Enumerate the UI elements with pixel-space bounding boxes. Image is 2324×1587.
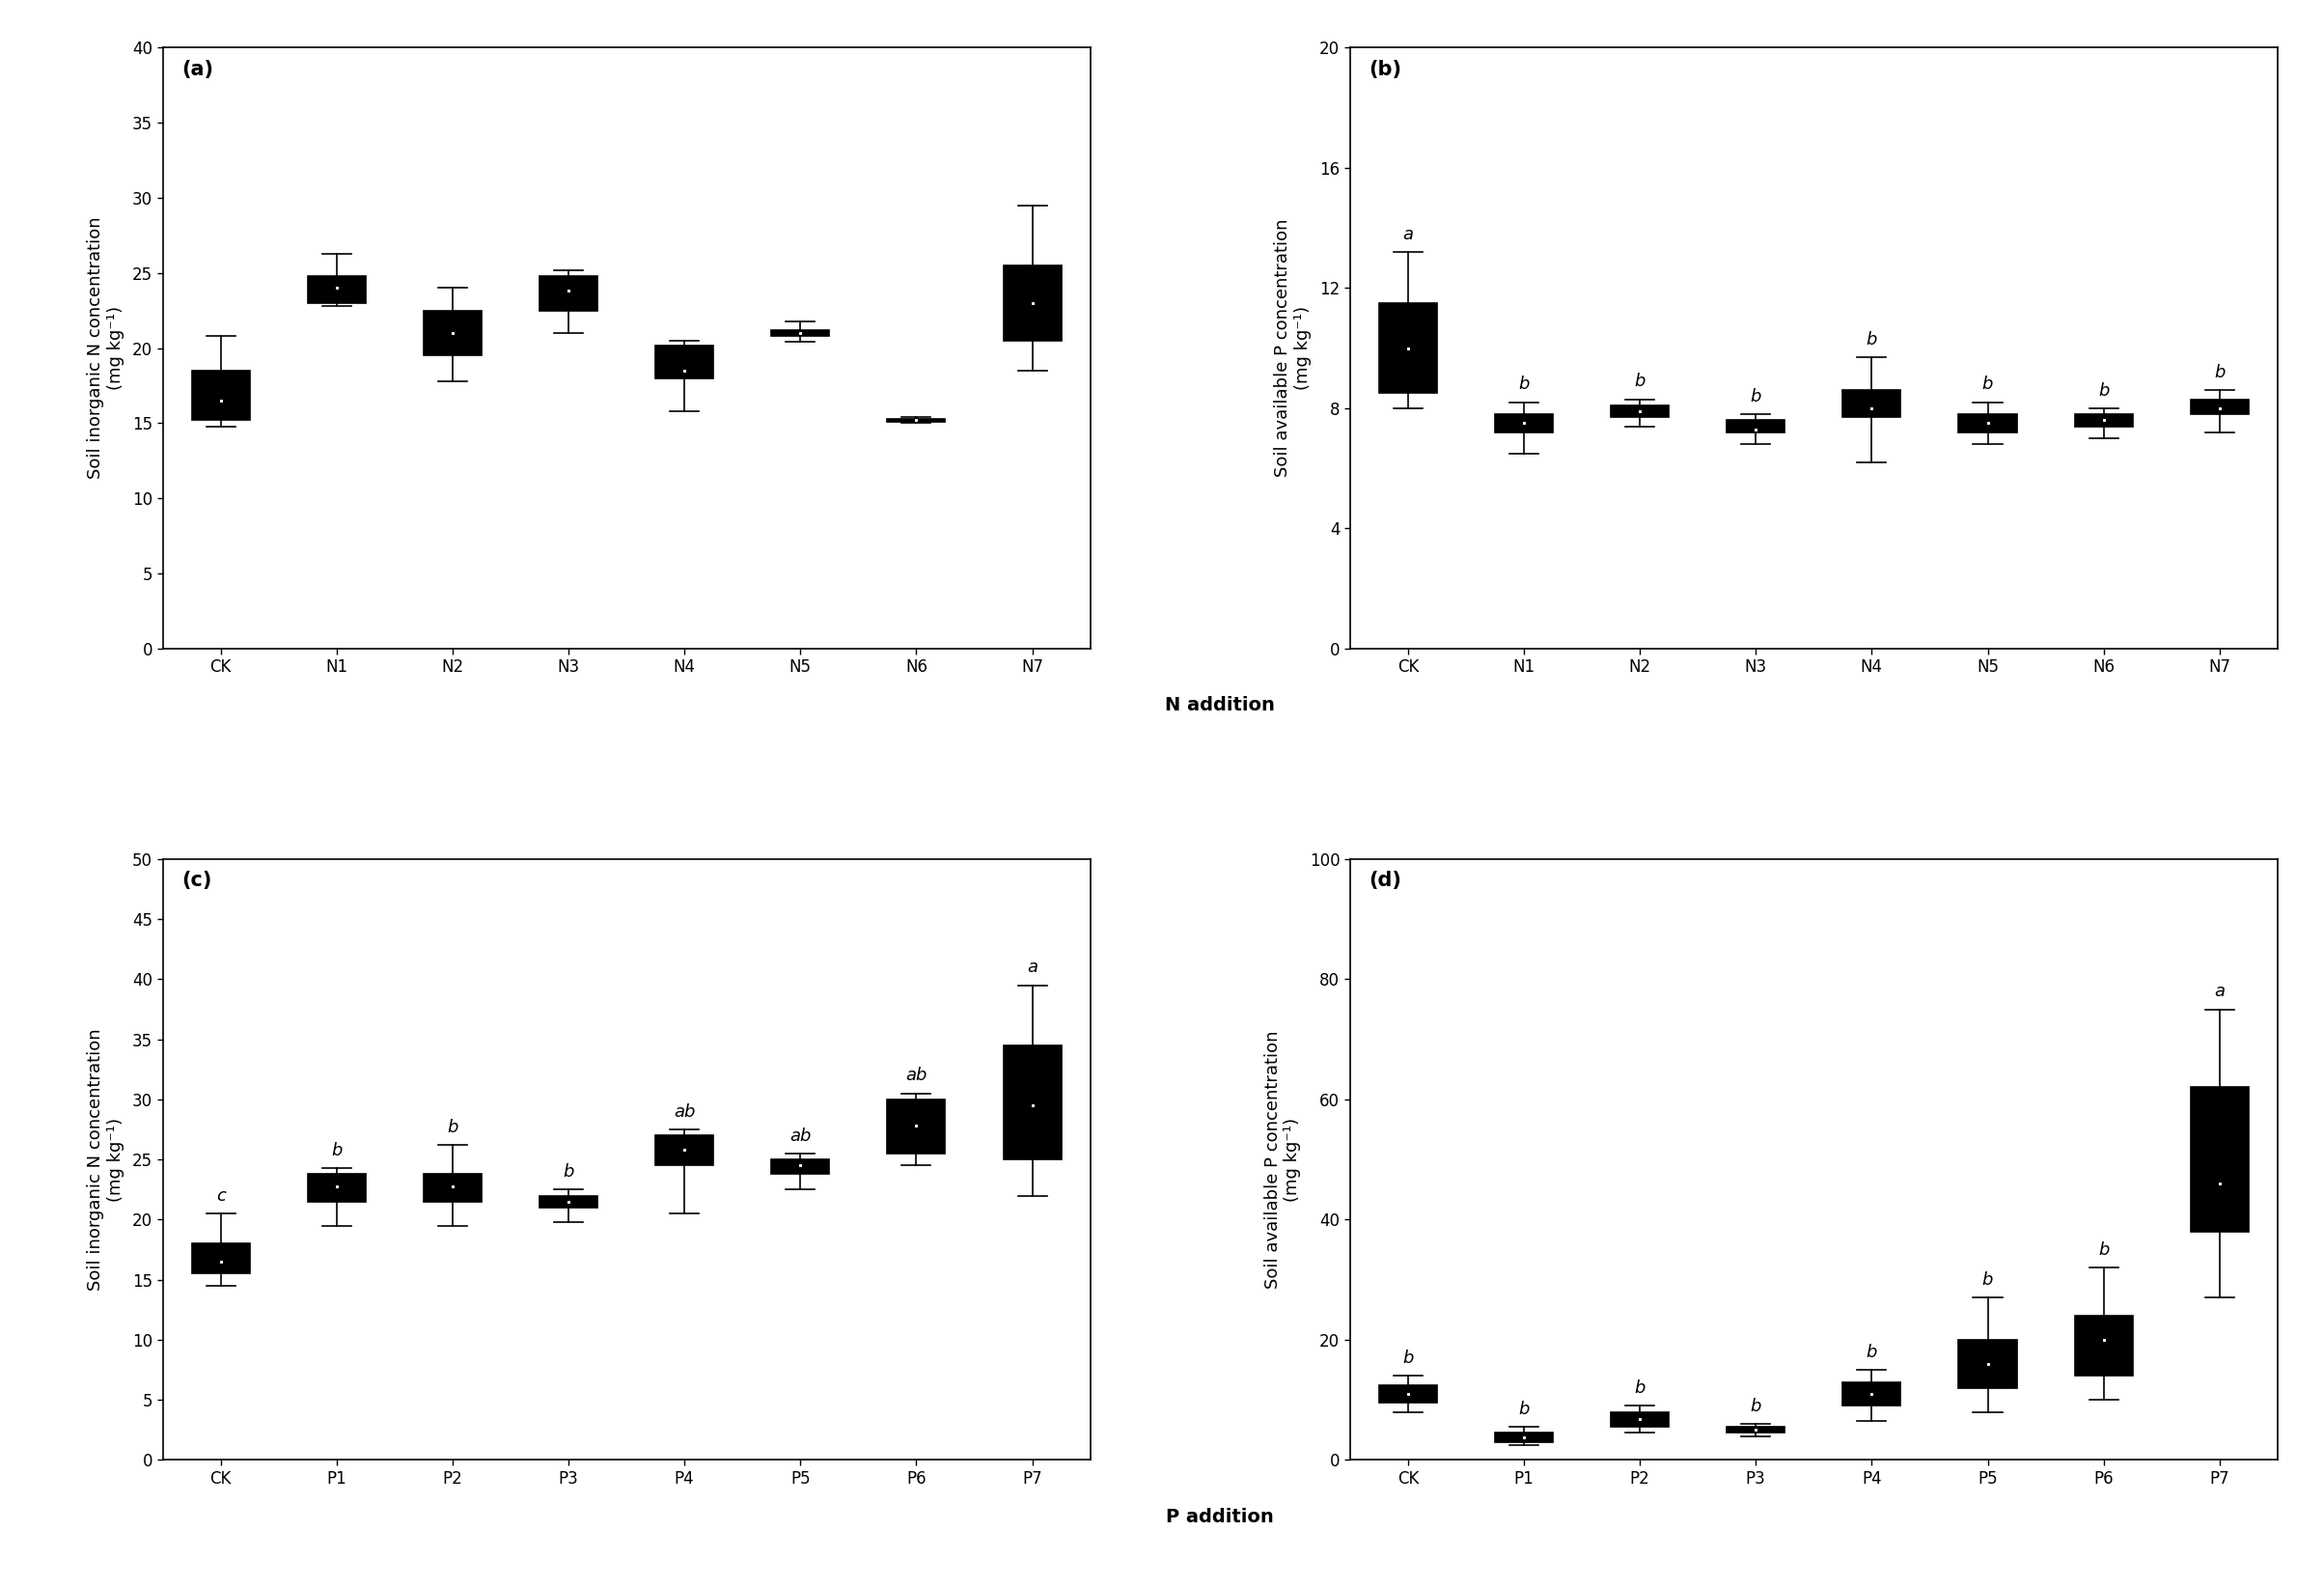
Y-axis label: Soil available P concentration
(mg kg⁻¹): Soil available P concentration (mg kg⁻¹) — [1274, 219, 1311, 478]
PathPatch shape — [1378, 303, 1436, 394]
Text: b: b — [1866, 330, 1878, 348]
PathPatch shape — [2075, 414, 2133, 427]
PathPatch shape — [2192, 1087, 2250, 1232]
PathPatch shape — [888, 1100, 946, 1154]
Text: (d): (d) — [1369, 871, 1401, 890]
Text: b: b — [1518, 1401, 1529, 1417]
Text: ab: ab — [674, 1103, 695, 1120]
Text: P addition: P addition — [1167, 1508, 1274, 1527]
Text: b: b — [446, 1119, 458, 1136]
Text: a: a — [1027, 959, 1037, 976]
PathPatch shape — [655, 344, 713, 378]
PathPatch shape — [307, 276, 365, 303]
PathPatch shape — [1004, 1046, 1062, 1160]
PathPatch shape — [1611, 405, 1669, 417]
PathPatch shape — [191, 1244, 249, 1274]
Y-axis label: Soil available P concentration
(mg kg⁻¹): Soil available P concentration (mg kg⁻¹) — [1264, 1030, 1301, 1289]
Text: (a): (a) — [181, 60, 214, 79]
PathPatch shape — [423, 311, 481, 355]
PathPatch shape — [1959, 1339, 2017, 1389]
Text: b: b — [1518, 376, 1529, 394]
Text: ab: ab — [790, 1127, 811, 1144]
Text: b: b — [562, 1163, 574, 1181]
PathPatch shape — [1727, 421, 1785, 432]
Text: b: b — [1750, 1398, 1762, 1416]
PathPatch shape — [1959, 414, 2017, 432]
Text: b: b — [1982, 1271, 1994, 1289]
Y-axis label: Soil inorganic N concentration
(mg kg⁻¹): Soil inorganic N concentration (mg kg⁻¹) — [86, 217, 123, 479]
PathPatch shape — [191, 371, 249, 421]
Text: b: b — [2099, 382, 2110, 400]
Text: b: b — [1634, 373, 1645, 390]
PathPatch shape — [1611, 1412, 1669, 1427]
PathPatch shape — [1004, 265, 1062, 341]
Text: b: b — [2099, 1241, 2110, 1258]
PathPatch shape — [772, 330, 830, 336]
Text: c: c — [216, 1187, 225, 1205]
Text: b: b — [1634, 1379, 1645, 1397]
PathPatch shape — [888, 419, 946, 422]
PathPatch shape — [772, 1160, 830, 1174]
Text: b: b — [2215, 363, 2224, 381]
PathPatch shape — [1494, 1433, 1552, 1443]
PathPatch shape — [1378, 1385, 1436, 1403]
Text: a: a — [2215, 982, 2224, 1000]
PathPatch shape — [539, 1195, 597, 1208]
PathPatch shape — [539, 276, 597, 311]
Text: b: b — [1982, 376, 1994, 394]
Text: b: b — [1750, 387, 1762, 405]
Text: (c): (c) — [181, 871, 211, 890]
Text: b: b — [1401, 1349, 1413, 1366]
Text: b: b — [330, 1141, 342, 1159]
PathPatch shape — [423, 1174, 481, 1201]
PathPatch shape — [1727, 1427, 1785, 1433]
PathPatch shape — [1494, 414, 1552, 432]
Y-axis label: Soil inorganic N concentration
(mg kg⁻¹): Soil inorganic N concentration (mg kg⁻¹) — [86, 1028, 123, 1290]
PathPatch shape — [307, 1174, 365, 1201]
PathPatch shape — [2075, 1316, 2133, 1376]
PathPatch shape — [2192, 400, 2250, 414]
PathPatch shape — [655, 1135, 713, 1165]
Text: ab: ab — [906, 1066, 927, 1084]
Text: b: b — [1866, 1344, 1878, 1362]
Text: N addition: N addition — [1164, 697, 1276, 714]
PathPatch shape — [1843, 390, 1901, 417]
Text: (b): (b) — [1369, 60, 1401, 79]
PathPatch shape — [1843, 1382, 1901, 1406]
Text: a: a — [1404, 225, 1413, 243]
